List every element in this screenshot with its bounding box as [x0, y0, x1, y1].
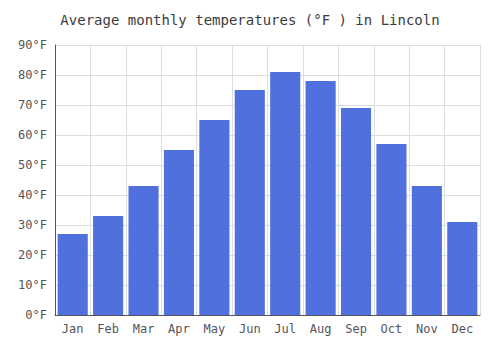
svg-text:10°F: 10°F: [18, 278, 47, 292]
svg-text:30°F: 30°F: [18, 218, 47, 232]
svg-text:40°F: 40°F: [18, 188, 47, 202]
svg-text:Dec: Dec: [451, 322, 473, 336]
svg-text:0°F: 0°F: [25, 308, 47, 322]
svg-text:Nov: Nov: [416, 322, 438, 336]
svg-text:Average monthly temperatures (: Average monthly temperatures (°F ) in Li…: [60, 12, 439, 28]
svg-text:Aug: Aug: [310, 322, 332, 336]
svg-text:Jan: Jan: [62, 322, 84, 336]
svg-text:70°F: 70°F: [18, 98, 47, 112]
svg-text:90°F: 90°F: [18, 38, 47, 52]
svg-text:20°F: 20°F: [18, 248, 47, 262]
svg-text:50°F: 50°F: [18, 158, 47, 172]
svg-text:80°F: 80°F: [18, 68, 47, 82]
svg-text:Sep: Sep: [345, 322, 367, 336]
svg-text:Jun: Jun: [239, 322, 261, 336]
svg-text:Mar: Mar: [133, 322, 155, 336]
svg-text:Apr: Apr: [168, 322, 190, 336]
svg-text:May: May: [204, 322, 226, 336]
svg-text:Oct: Oct: [381, 322, 403, 336]
svg-text:Feb: Feb: [97, 322, 119, 336]
svg-text:Jul: Jul: [274, 322, 296, 336]
svg-text:60°F: 60°F: [18, 128, 47, 142]
